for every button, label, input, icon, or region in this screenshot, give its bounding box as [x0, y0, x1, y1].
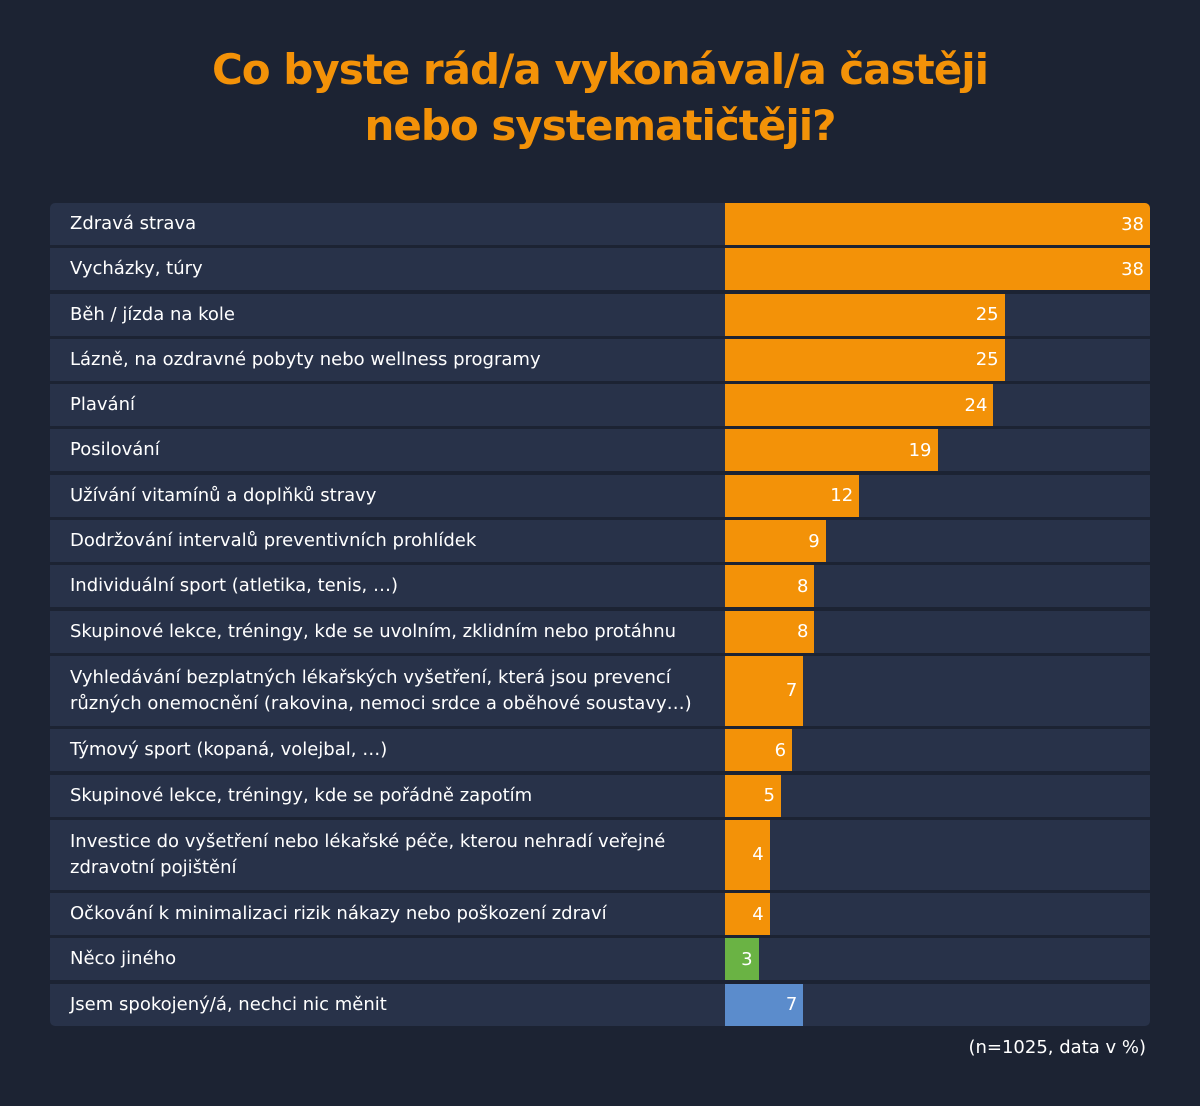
category-label: Skupinové lekce, tréningy, kde se uvolní…: [70, 620, 677, 642]
value-label: 4: [752, 844, 764, 866]
value-label: 24: [964, 394, 988, 416]
value-label: 8: [797, 575, 809, 597]
bar-row: Jsem spokojený/á, nechci nic měnit 7: [50, 983, 1150, 1026]
bar-row: Investice do vyšetření nebo lékařské péč…: [50, 819, 1150, 890]
bar-row: Skupinové lekce, tréningy, kde se pořádn…: [50, 774, 1150, 817]
bar: 38: [725, 203, 1150, 245]
value-label: 25: [975, 304, 999, 326]
bar: 8: [725, 610, 815, 653]
value-label: 8: [797, 621, 809, 643]
bar: 3: [725, 938, 759, 981]
bar: 25: [725, 338, 1005, 381]
title-line-2: nebo systematičtěji?: [364, 101, 836, 150]
value-label: 38: [1121, 258, 1144, 280]
bar-row: Posilování 19: [50, 429, 1150, 472]
value-label: 4: [752, 903, 764, 925]
bar-row: Dodržování intervalů preventivních prohl…: [50, 520, 1150, 563]
bar: 4: [725, 819, 770, 890]
category-label: Něco jiného: [70, 948, 177, 970]
bar: 5: [725, 774, 781, 817]
category-label: Očkování k minimalizaci rizik nákazy neb…: [70, 903, 607, 925]
category-label: Vyhledávání bezplatných lékařských vyšet…: [70, 666, 692, 714]
category-label: Lázně, na ozdravné pobyty nebo wellness …: [70, 348, 541, 370]
bar-row: Plavání 24: [50, 384, 1150, 427]
chart-title: Co byste rád/a vykonával/a častěji nebo …: [0, 42, 1200, 154]
value-label: 9: [808, 530, 820, 552]
title-line-1: Co byste rád/a vykonával/a častěji: [211, 45, 989, 94]
bar-row: Týmový sport (kopaná, volejbal, …) 6: [50, 729, 1150, 772]
bar: 7: [725, 655, 804, 726]
bar-row: Skupinové lekce, tréningy, kde se uvolní…: [50, 610, 1150, 653]
value-label: 19: [908, 439, 932, 461]
category-label: Individuální sport (atletika, tenis, …): [70, 575, 398, 597]
bar-row: Užívání vitamínů a doplňků stravy 12: [50, 474, 1150, 517]
bar: 25: [725, 293, 1005, 336]
bar: 7: [725, 983, 804, 1026]
bar: 9: [725, 520, 826, 563]
bar-row: Vycházky, túry 38: [50, 248, 1150, 291]
category-label: Skupinové lekce, tréningy, kde se pořádn…: [70, 784, 533, 806]
bar: 38: [725, 248, 1150, 291]
category-label: Posilování: [70, 439, 160, 461]
category-label: Plavání: [70, 394, 135, 416]
bar-row: Něco jiného 3: [50, 938, 1150, 981]
value-label: 3: [741, 948, 753, 970]
bar: 8: [725, 565, 815, 608]
bar-row: Běh / jízda na kole 25: [50, 293, 1150, 336]
bar-chart: Zdravá strava 38 Vycházky, túry 38 Běh / jíz…: [50, 203, 1150, 1026]
value-label: 25: [975, 349, 999, 371]
category-label: Užívání vitamínů a doplňků stravy: [70, 484, 377, 506]
bar-row: Očkování k minimalizaci rizik nákazy neb…: [50, 893, 1150, 936]
category-label: Dodržování intervalů preventivních prohl…: [70, 530, 477, 552]
value-label: 6: [774, 739, 787, 761]
value-label: 12: [830, 485, 854, 507]
bar: 6: [725, 729, 793, 772]
category-label: Zdravá strava: [70, 213, 197, 234]
category-label: Jsem spokojený/á, nechci nic měnit: [70, 993, 387, 1015]
category-label: Týmový sport (kopaná, volejbal, …): [70, 739, 388, 761]
bar-row: Lázně, na ozdravné pobyty nebo wellness …: [50, 338, 1150, 381]
bar: 19: [725, 429, 938, 472]
bar: 12: [725, 474, 860, 517]
category-label: Vycházky, túry: [70, 258, 203, 280]
bar: 4: [725, 893, 770, 936]
bar-row: Zdravá strava 38: [50, 203, 1150, 245]
sample-note: (n=1025, data v %): [968, 1037, 1146, 1058]
category-label: Běh / jízda na kole: [70, 303, 235, 325]
value-label: 38: [1121, 213, 1144, 235]
bar-row: Vyhledávání bezplatných lékařských vyšet…: [50, 655, 1150, 726]
bar-row: Individuální sport (atletika, tenis, …) 8: [50, 565, 1150, 608]
value-label: 5: [763, 785, 775, 807]
value-label: 7: [785, 680, 798, 702]
value-label: 7: [785, 994, 798, 1016]
category-label: Investice do vyšetření nebo lékařské péč…: [70, 830, 666, 878]
bar: 24: [725, 384, 994, 427]
